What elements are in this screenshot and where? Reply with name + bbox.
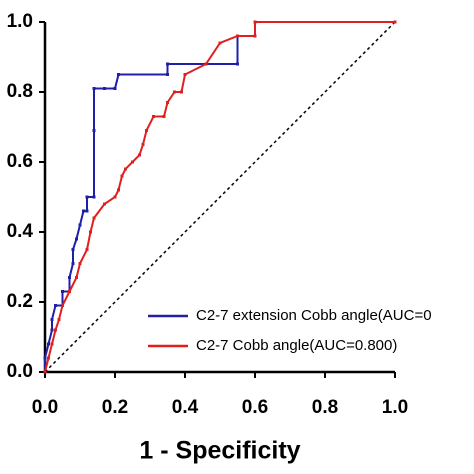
- y-tick-label: 1.0: [7, 11, 33, 32]
- data-point: [54, 328, 57, 332]
- y-tick-label: 0.4: [7, 221, 34, 242]
- data-point: [68, 290, 71, 293]
- data-point: [138, 153, 141, 157]
- data-point: [78, 223, 82, 227]
- data-point: [152, 115, 155, 118]
- data-point: [253, 34, 257, 38]
- data-point: [92, 216, 96, 220]
- data-point: [236, 34, 239, 38]
- data-point: [92, 195, 96, 199]
- data-point: [117, 73, 120, 76]
- data-point: [141, 143, 145, 146]
- data-point: [113, 195, 117, 199]
- data-point: [50, 342, 54, 346]
- data-point: [57, 318, 61, 321]
- x-tick-label: 1.0: [382, 397, 408, 418]
- data-point: [218, 41, 222, 45]
- data-point: [113, 87, 117, 90]
- data-point: [92, 129, 96, 132]
- data-point: [204, 62, 208, 66]
- data-point: [61, 304, 64, 307]
- y-tick-label: 0.2: [7, 291, 33, 312]
- data-point: [393, 20, 397, 24]
- y-tick-label: 0.6: [7, 151, 33, 172]
- data-point: [71, 262, 75, 265]
- data-point: [43, 370, 47, 374]
- data-point: [43, 356, 47, 360]
- data-point: [85, 209, 89, 213]
- data-point: [103, 202, 106, 206]
- data-point: [68, 276, 71, 279]
- data-point: [173, 90, 176, 94]
- data-point: [166, 101, 169, 104]
- data-point: [131, 160, 134, 164]
- data-point: [89, 230, 92, 234]
- data-point: [103, 87, 106, 90]
- data-point: [47, 342, 50, 346]
- x-axis-label: 1 - Specificity: [139, 437, 300, 465]
- x-tick-label: 0.8: [312, 397, 338, 418]
- data-point: [183, 73, 187, 76]
- data-point: [166, 62, 169, 66]
- data-point: [180, 90, 183, 94]
- legend-label: C2-7 extension Cobb angle(AUC=0: [196, 307, 432, 324]
- legend-box: [140, 300, 474, 358]
- roc-curve: [44, 21, 395, 372]
- data-point: [50, 328, 54, 332]
- data-point: [85, 195, 89, 199]
- data-point: [71, 248, 75, 251]
- data-point: [124, 167, 127, 171]
- x-tick-label: 0.6: [242, 397, 268, 418]
- reference-line: [44, 21, 396, 373]
- legend-label: C2-7 Cobb angle(AUC=0.800): [196, 337, 397, 354]
- data-point: [117, 188, 120, 192]
- data-point: [92, 87, 96, 90]
- data-point: [120, 174, 124, 178]
- data-point: [47, 356, 50, 360]
- data-point: [253, 20, 257, 24]
- data-point: [236, 62, 239, 66]
- data-point: [166, 73, 169, 76]
- data-point: [50, 318, 54, 321]
- data-point: [162, 115, 166, 118]
- x-tick-label: 0.0: [32, 397, 58, 418]
- data-point: [78, 262, 82, 265]
- data-point: [85, 248, 89, 251]
- data-point: [82, 209, 85, 213]
- x-tick-label: 0.2: [102, 397, 128, 418]
- data-point: [145, 129, 148, 132]
- data-point: [54, 304, 57, 307]
- y-tick-label: 0.8: [7, 81, 33, 102]
- data-point: [61, 290, 64, 293]
- y-tick-label: 0.0: [7, 361, 33, 382]
- data-point: [75, 276, 78, 279]
- x-tick-label: 0.4: [172, 397, 199, 418]
- data-point: [75, 237, 78, 241]
